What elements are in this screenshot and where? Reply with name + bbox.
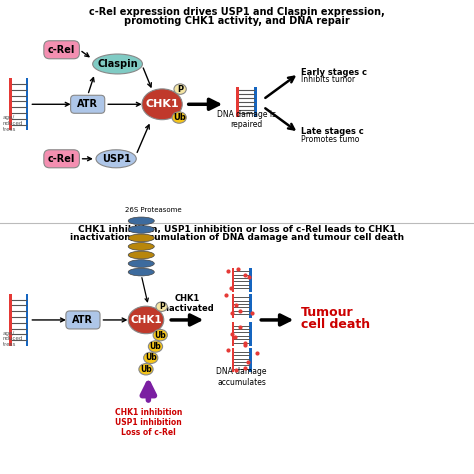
Ellipse shape — [128, 243, 154, 250]
Ellipse shape — [128, 251, 154, 259]
Text: c-Rel expression drives USP1 and Claspin expression,: c-Rel expression drives USP1 and Claspin… — [89, 7, 385, 17]
Text: CHK1 inhibition: CHK1 inhibition — [115, 408, 182, 417]
Text: Early stages c: Early stages c — [301, 68, 367, 76]
Text: c-Rel: c-Rel — [48, 154, 75, 164]
Text: CHK1 inhibition, USP1 inhibition or loss of c-Rel leads to CHK1: CHK1 inhibition, USP1 inhibition or loss… — [78, 226, 396, 234]
Text: cell death: cell death — [301, 318, 370, 331]
FancyBboxPatch shape — [66, 311, 100, 329]
Text: ATR: ATR — [77, 99, 98, 109]
Bar — [232, 268, 234, 292]
Ellipse shape — [128, 260, 154, 267]
Bar — [249, 322, 252, 346]
Text: promoting CHK1 activity, and DNA repair: promoting CHK1 activity, and DNA repair — [124, 16, 350, 27]
FancyBboxPatch shape — [71, 95, 105, 113]
Ellipse shape — [128, 217, 154, 225]
Ellipse shape — [128, 268, 154, 276]
Ellipse shape — [156, 302, 167, 311]
Text: DNA damage is
repaired: DNA damage is repaired — [217, 110, 276, 129]
Ellipse shape — [92, 54, 142, 74]
Bar — [254, 87, 257, 118]
Text: USP1: USP1 — [102, 154, 130, 164]
Ellipse shape — [128, 226, 154, 233]
Text: Ub: Ub — [155, 331, 166, 339]
Text: P: P — [159, 302, 164, 311]
Ellipse shape — [172, 112, 186, 123]
Text: Promotes tumo: Promotes tumo — [301, 135, 359, 144]
Text: Loss of c-Rel: Loss of c-Rel — [121, 428, 176, 438]
Text: USP1 inhibition: USP1 inhibition — [115, 418, 182, 427]
Bar — [249, 348, 252, 372]
Text: age/
nduced
tress: age/ nduced tress — [2, 115, 23, 132]
Text: Ub: Ub — [173, 113, 185, 122]
Ellipse shape — [96, 150, 137, 168]
FancyBboxPatch shape — [44, 150, 79, 168]
Ellipse shape — [128, 306, 164, 334]
Bar — [26, 294, 28, 346]
Ellipse shape — [174, 84, 186, 94]
Ellipse shape — [128, 234, 154, 242]
Text: 26S Proteasome: 26S Proteasome — [125, 207, 182, 213]
Text: Ub: Ub — [140, 365, 152, 374]
Bar — [9, 294, 12, 346]
Ellipse shape — [148, 341, 163, 352]
Ellipse shape — [153, 329, 167, 341]
Bar — [232, 348, 234, 372]
Text: c-Rel: c-Rel — [48, 45, 75, 55]
Text: Inhibits tumor: Inhibits tumor — [301, 75, 355, 84]
FancyBboxPatch shape — [44, 41, 79, 59]
Ellipse shape — [142, 89, 182, 119]
Text: Claspin: Claspin — [97, 59, 138, 69]
Text: ATR: ATR — [73, 315, 93, 325]
Ellipse shape — [144, 352, 158, 364]
Text: CHK1: CHK1 — [146, 99, 179, 109]
Bar — [249, 268, 252, 292]
Text: P: P — [177, 85, 183, 93]
Text: inactivation, accumulation of DNA damage and tumour cell death: inactivation, accumulation of DNA damage… — [70, 234, 404, 242]
Text: Ub: Ub — [150, 342, 161, 351]
Ellipse shape — [139, 364, 153, 375]
Text: CHK1: CHK1 — [130, 315, 162, 325]
Text: age/
nduced
tress: age/ nduced tress — [2, 330, 23, 347]
Text: Ub: Ub — [145, 354, 156, 362]
Text: Tumour: Tumour — [301, 306, 354, 319]
Text: Late stages c: Late stages c — [301, 128, 364, 136]
Bar — [9, 78, 12, 130]
Bar — [232, 294, 234, 318]
Bar — [232, 322, 234, 346]
Bar — [236, 87, 238, 118]
Text: DNA damage
accumulates: DNA damage accumulates — [217, 367, 267, 386]
Text: CHK1
inactivated: CHK1 inactivated — [160, 294, 214, 313]
Bar — [249, 294, 252, 318]
Bar — [26, 78, 28, 130]
